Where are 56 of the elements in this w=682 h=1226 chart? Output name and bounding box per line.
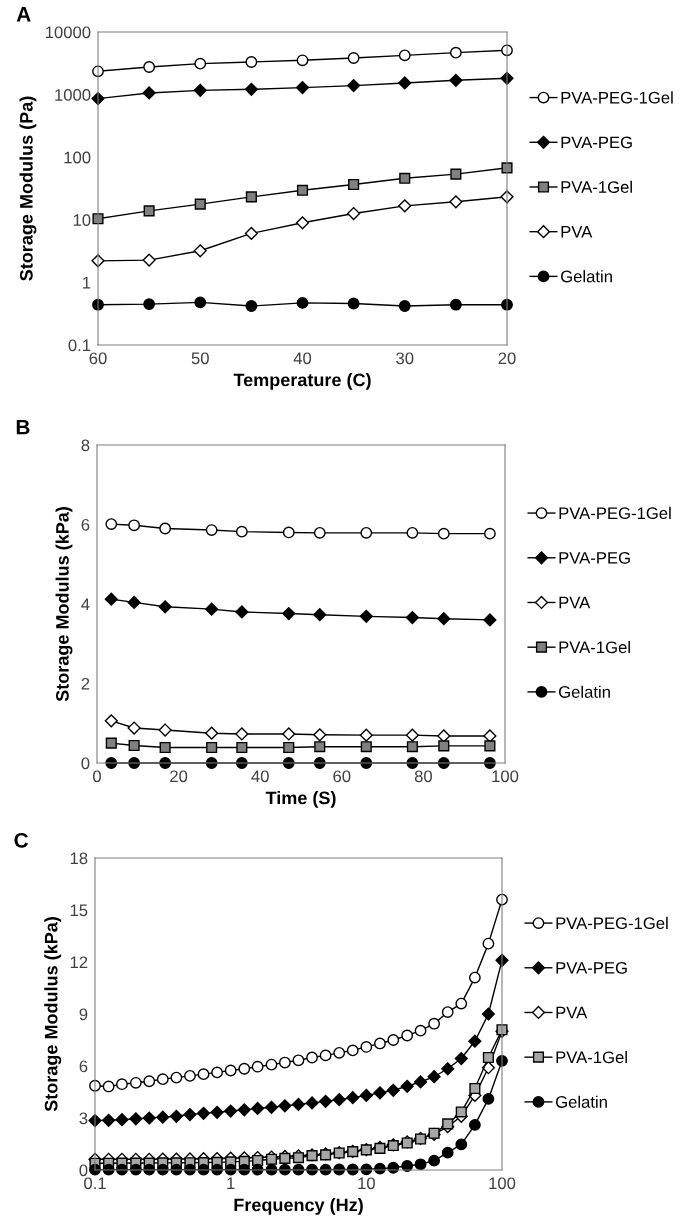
legend-label: PVA-PEG <box>556 961 627 974</box>
x-tick-label: 50 <box>191 352 209 365</box>
y-tick-label: 0 <box>79 1164 88 1177</box>
x-axis-title: Time (S) <box>265 791 336 808</box>
legend-label: PVA-PEG <box>559 551 630 564</box>
x-tick-label: 0 <box>93 770 101 783</box>
legend-label: PVA-PEG <box>561 136 632 149</box>
x-tick-label: 80 <box>414 770 433 783</box>
legend-label: PVA-PEG-1Gel <box>561 91 673 104</box>
y-tick-label: 3 <box>79 1112 88 1125</box>
legend-label: Gelatin <box>561 270 612 283</box>
y-tick-label: 100 <box>64 151 91 164</box>
x-tick-label: 40 <box>251 770 269 783</box>
legend-label: PVA <box>556 1006 588 1019</box>
y-tick-label: 15 <box>70 904 88 917</box>
x-tick-label: 100 <box>489 1177 516 1190</box>
y-axis-title: Storage Modulus (Pa) <box>19 96 37 281</box>
x-tick-label: 10 <box>358 1177 375 1190</box>
legend-label: PVA-PEG-1Gel <box>559 506 671 520</box>
legend-label: PVA <box>561 226 593 238</box>
x-tick-label: 30 <box>396 352 414 365</box>
y-tick-label: 8 <box>81 439 90 452</box>
legend-label: PVA-1Gel <box>561 180 632 193</box>
y-tick-label: 4 <box>81 598 90 611</box>
y-axis-title: Storage Modulus (kPa) <box>44 917 62 1112</box>
x-tick-label: 60 <box>333 770 351 783</box>
y-tick-label: 12 <box>70 956 88 969</box>
x-tick-label: 20 <box>170 770 188 783</box>
y-tick-label: 6 <box>81 518 90 531</box>
x-axis-title: Frequency (Hz) <box>234 1198 363 1215</box>
y-tick-label: 10000 <box>45 26 91 39</box>
x-tick-label: 20 <box>498 352 516 365</box>
y-tick-label: 0.1 <box>68 339 91 352</box>
y-tick-label: 0 <box>81 757 90 770</box>
x-tick-label: 40 <box>293 352 312 365</box>
x-tick-label: 60 <box>89 352 107 365</box>
legend-label: PVA-1Gel <box>556 1050 627 1064</box>
legend-label: Gelatin <box>555 1095 607 1108</box>
y-tick-label: 2 <box>81 677 90 690</box>
y-tick-label: 1 <box>83 276 91 289</box>
y-tick-label: 6 <box>79 1060 88 1073</box>
legend-label: PVA <box>559 596 591 609</box>
legend-label: PVA-1Gel <box>559 640 630 654</box>
x-tick-label: 1 <box>227 1177 235 1190</box>
y-tick-label: 18 <box>70 852 88 865</box>
y-tick-label: 1000 <box>55 89 91 101</box>
chart-title: B <box>16 419 30 435</box>
chart-title: A <box>16 7 31 22</box>
chart-title: C <box>14 832 29 848</box>
y-axis-title: Storage Modulus (kPa) <box>55 507 73 702</box>
x-axis-title: Temperature (C) <box>233 373 371 390</box>
legend-label: Gelatin <box>559 685 610 698</box>
legend-label: PVA-PEG-1Gel <box>556 916 668 930</box>
y-tick-label: 10 <box>73 214 91 226</box>
x-tick-label: 100 <box>492 770 519 783</box>
y-tick-label: 9 <box>79 1008 88 1021</box>
